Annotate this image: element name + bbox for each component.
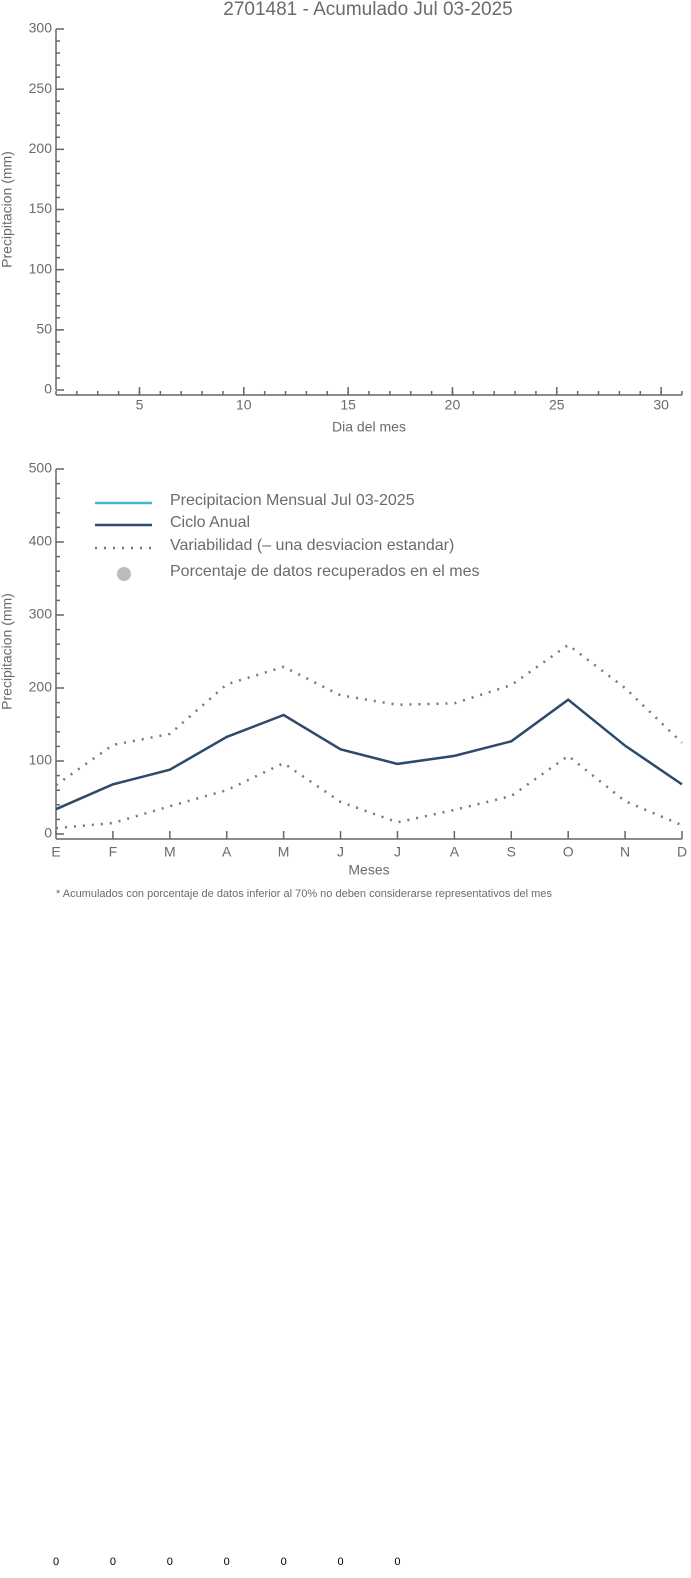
- x-tick-label: O: [563, 844, 574, 860]
- legend-label: Ciclo Anual: [170, 514, 250, 531]
- legend-label: Porcentaje de datos recuperados en el me…: [170, 563, 480, 580]
- y-tick-label: 300: [29, 606, 53, 622]
- x-tick-label: 15: [340, 397, 356, 413]
- x-tick-label: 25: [549, 397, 565, 413]
- y-tick-label: 100: [29, 752, 53, 768]
- series-line: [55, 643, 683, 787]
- data-label: 0: [53, 1556, 59, 1568]
- data-label: 0: [281, 1556, 287, 1568]
- x-tick-label: A: [450, 844, 460, 860]
- y-axis-title: Precipitacion (mm): [0, 151, 15, 268]
- footnote: * Acumulados con porcentaje de datos inf…: [56, 888, 552, 900]
- series-line: [55, 754, 683, 830]
- y-tick-label: 50: [36, 321, 52, 337]
- y-tick-label: 0: [44, 825, 52, 841]
- x-tick-label: 10: [236, 397, 252, 413]
- legend-label: Precipitacion Mensual Jul 03-2025: [170, 492, 415, 509]
- x-tick-label: M: [278, 844, 290, 860]
- data-label: 0: [394, 1556, 400, 1568]
- data-label: 0: [167, 1556, 173, 1568]
- data-label: 0: [110, 1556, 116, 1568]
- y-tick-label: 400: [29, 533, 53, 549]
- x-tick-label: D: [677, 844, 687, 860]
- x-tick-label: M: [164, 844, 176, 860]
- y-tick-label: 0: [44, 381, 52, 397]
- x-tick-label: 20: [445, 397, 461, 413]
- data-label: 0: [224, 1556, 230, 1568]
- x-tick-label: E: [51, 844, 60, 860]
- x-tick-label: F: [109, 844, 118, 860]
- y-tick-label: 100: [29, 260, 53, 276]
- data-label: 0: [337, 1556, 343, 1568]
- x-axis-title: Meses: [348, 862, 389, 878]
- y-tick-label: 300: [29, 20, 53, 36]
- x-tick-label: A: [222, 844, 232, 860]
- x-tick-label: J: [394, 844, 401, 860]
- x-tick-label: S: [507, 844, 516, 860]
- x-axis-title: Dia del mes: [332, 419, 406, 435]
- y-tick-label: 250: [29, 80, 53, 96]
- x-tick-label: N: [620, 844, 630, 860]
- x-tick-label: 30: [653, 397, 669, 413]
- x-tick-label: 5: [136, 397, 144, 413]
- chart-title: 2701481 - Acumulado Jul 03-2025: [223, 0, 512, 20]
- y-tick-label: 150: [29, 200, 53, 216]
- y-axis-title: Precipitacion (mm): [0, 593, 15, 710]
- y-tick-label: 500: [29, 460, 53, 476]
- y-tick-label: 200: [29, 140, 53, 156]
- legend-label: Variabilidad (– una desviacion estandar): [170, 537, 454, 554]
- y-tick-label: 200: [29, 679, 53, 695]
- series-line: [55, 698, 683, 811]
- x-tick-label: J: [337, 844, 344, 860]
- legend-marker: [117, 567, 131, 581]
